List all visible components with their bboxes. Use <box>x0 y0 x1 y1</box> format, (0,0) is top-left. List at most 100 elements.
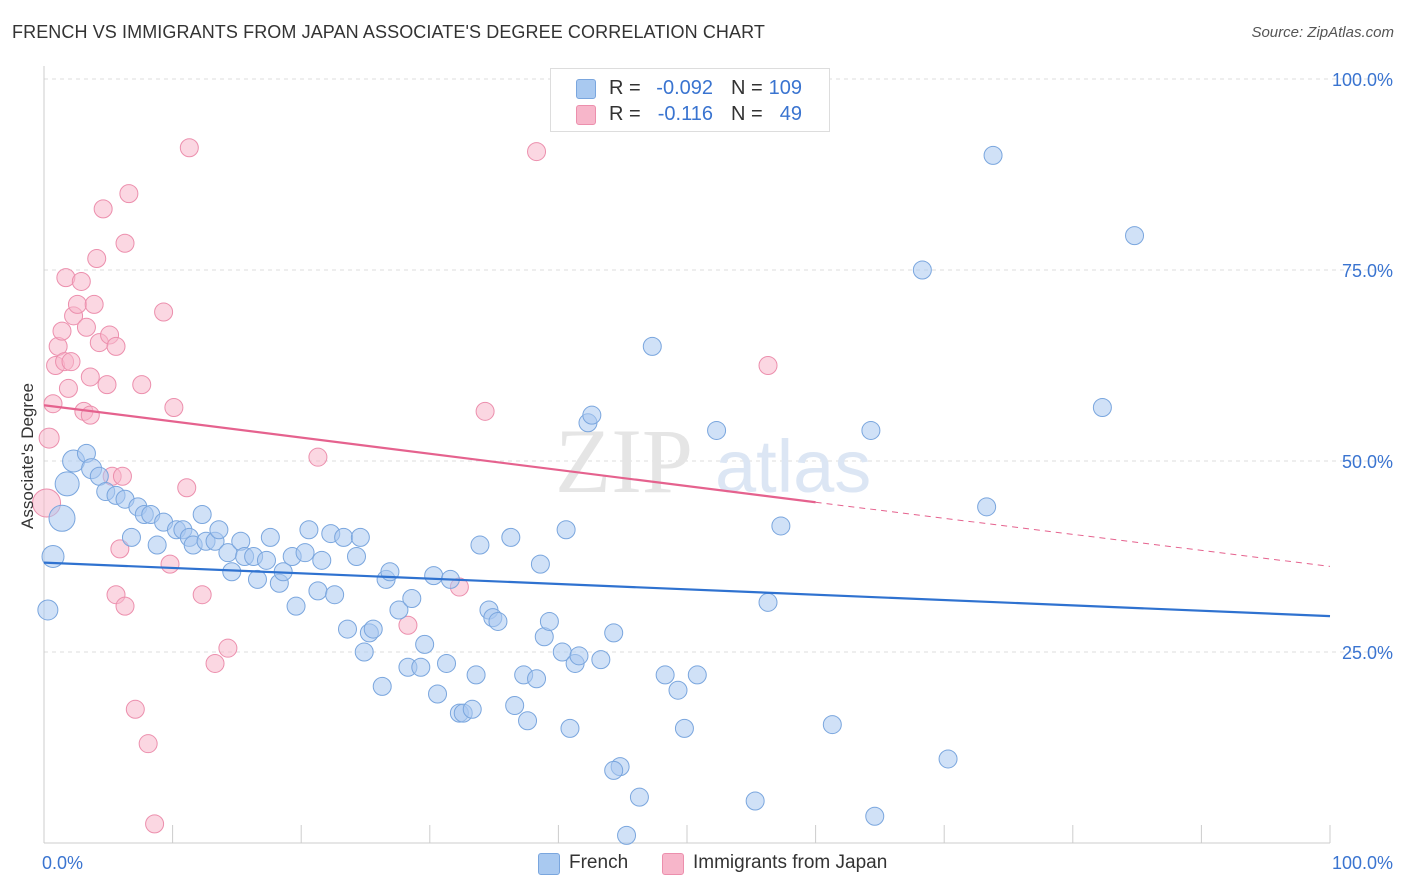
japan-point-14 <box>76 317 96 337</box>
legend-swatch-french <box>538 853 560 875</box>
legend-swatch-japan <box>662 853 684 875</box>
japan-point-41 <box>205 653 225 673</box>
french-point-24 <box>209 520 229 540</box>
french-point-58 <box>424 566 444 586</box>
french-point-2 <box>48 504 76 532</box>
japan-point-44 <box>398 615 418 635</box>
japan-point-17 <box>84 294 104 314</box>
legend-label-french: French <box>569 852 629 873</box>
japan-point-43 <box>308 447 328 467</box>
japan-point-32 <box>132 375 152 395</box>
french-point-55 <box>402 589 422 609</box>
japan-point-36 <box>160 554 180 574</box>
japan-trend-line-extension <box>815 501 1331 567</box>
legend-n-value-french: 109 <box>768 77 802 99</box>
french-point-70 <box>501 527 521 547</box>
french-point-77 <box>539 611 559 631</box>
watermark: ZIP atlas <box>555 410 871 512</box>
french-point-93 <box>674 718 694 738</box>
french-point-75 <box>530 554 550 574</box>
japan-point-40 <box>192 585 212 605</box>
japan-point-12 <box>71 271 91 291</box>
tick-labels: 25.0% 50.0% 75.0% 100.0% 0.0% 100.0% <box>42 70 1393 873</box>
japan-point-20 <box>93 199 113 219</box>
french-point-102 <box>912 260 932 280</box>
japan-point-11 <box>67 294 87 314</box>
french-point-94 <box>687 665 707 685</box>
french-point-103 <box>938 749 958 769</box>
japan-point-24 <box>106 336 126 356</box>
french-point-105 <box>983 145 1003 165</box>
french-point-106 <box>1092 398 1112 418</box>
x-tick-label-1: 100.0% <box>1332 853 1393 873</box>
french-point-84 <box>582 405 602 425</box>
french-point-88 <box>617 825 637 845</box>
japan-point-26 <box>112 466 132 486</box>
y-tick-label-1: 50.0% <box>1342 452 1393 472</box>
french-point-101 <box>865 806 885 826</box>
axes <box>43 66 1331 844</box>
japan-point-47 <box>527 142 547 162</box>
french-point-82 <box>569 646 589 666</box>
french-point-107 <box>1125 226 1145 246</box>
series-legend: French Immigrants from Japan <box>0 852 1406 878</box>
french-point-50 <box>372 676 392 696</box>
japan-point-28 <box>119 184 139 204</box>
french-point-85 <box>591 650 611 670</box>
japan-point-15 <box>80 405 100 425</box>
french-point-96 <box>745 791 765 811</box>
japan-point-35 <box>154 302 174 322</box>
french-point-90 <box>642 336 662 356</box>
french-point-49 <box>363 619 383 639</box>
japan-point-18 <box>87 249 107 269</box>
japan-point-16 <box>80 367 100 387</box>
japan-point-39 <box>179 138 199 158</box>
french-point-91 <box>655 665 675 685</box>
japan-point-33 <box>138 734 158 754</box>
french-point-65 <box>466 665 486 685</box>
french-point-31 <box>256 550 276 570</box>
french-point-71 <box>505 695 525 715</box>
legend-n-value-japan: 49 <box>779 103 802 125</box>
french-point-74 <box>527 669 547 689</box>
french-point-3 <box>54 471 80 497</box>
japan-point-27 <box>115 233 135 253</box>
x-tick-label-0: 0.0% <box>42 853 83 873</box>
legend-r-value-french: -0.092 <box>656 77 713 99</box>
french-point-73 <box>518 711 538 731</box>
legend-swatch-japan <box>576 105 596 125</box>
french-point-40 <box>312 550 332 570</box>
legend-row-french: R = -0.092 N = 109 <box>551 75 829 101</box>
y-tick-label-2: 75.0% <box>1342 261 1393 281</box>
source-label: Source: ZipAtlas.com <box>1251 24 1394 41</box>
french-point-53 <box>389 600 409 620</box>
japan-point-37 <box>164 398 184 418</box>
french-point-37 <box>295 543 315 563</box>
legend-row-japan: R = -0.116 N = 49 <box>551 101 829 127</box>
trend-lines <box>43 404 1331 618</box>
japan-point-48 <box>758 356 778 375</box>
japan-point-31 <box>125 699 145 719</box>
gridlines <box>44 78 1390 653</box>
french-point-0 <box>37 599 59 621</box>
french-point-15 <box>147 535 167 555</box>
watermark-zip: ZIP <box>555 410 693 512</box>
french-point-89 <box>629 787 649 807</box>
french-point-30 <box>247 569 267 589</box>
french-trend-line <box>43 561 1331 618</box>
legend-r-value-japan: -0.116 <box>657 103 713 125</box>
french-point-95 <box>707 420 727 440</box>
japan-point-21 <box>97 375 117 395</box>
japan-point-30 <box>115 596 135 616</box>
french-point-45 <box>346 547 366 566</box>
french-point-57 <box>415 634 435 654</box>
french-point-86 <box>604 623 624 643</box>
legend-r-label: R = <box>609 77 641 99</box>
japan-point-42 <box>218 638 238 658</box>
japan-point-8 <box>58 378 78 398</box>
french-point-21 <box>192 504 212 524</box>
japan-point-46 <box>475 401 495 421</box>
legend-label-japan: Immigrants from Japan <box>693 852 888 873</box>
japan-point-9 <box>61 352 81 372</box>
